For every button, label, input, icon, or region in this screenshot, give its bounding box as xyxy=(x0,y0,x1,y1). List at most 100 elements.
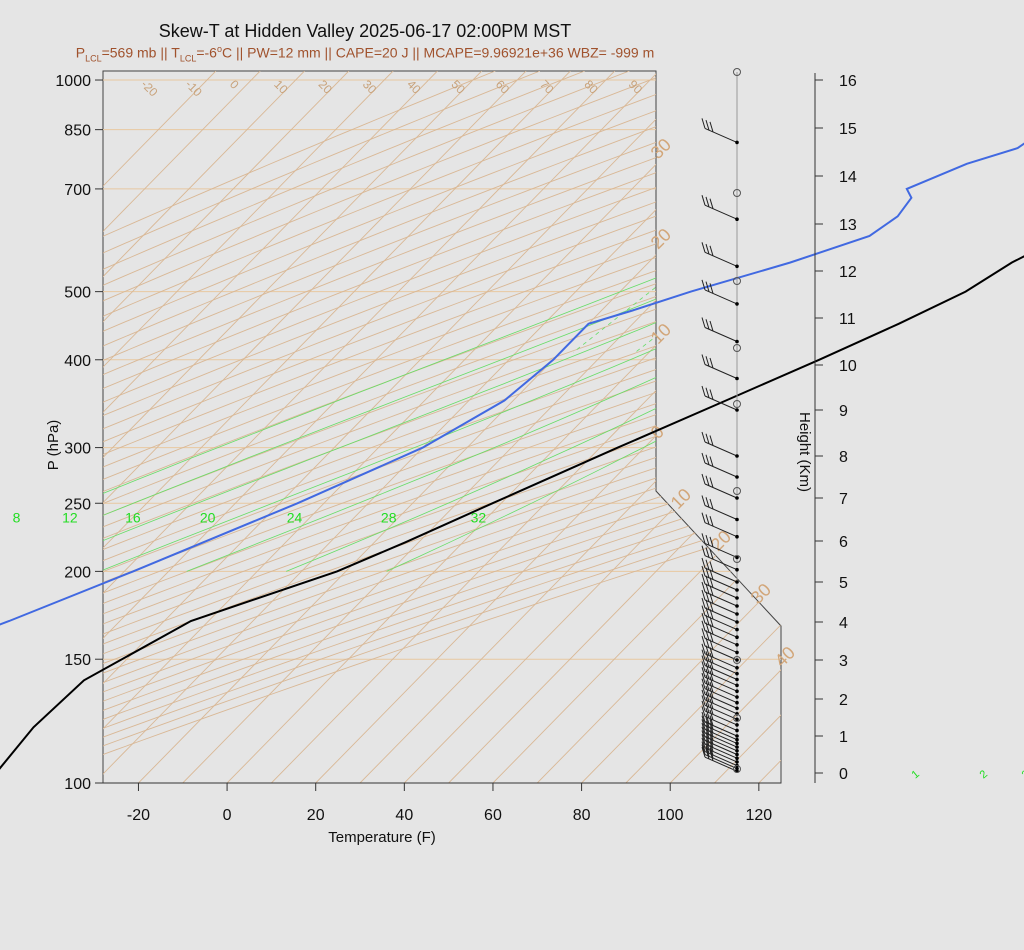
wind-barb-dot xyxy=(735,737,739,742)
wind-barb-calm-circle xyxy=(733,487,741,495)
dry-adiabat xyxy=(103,71,781,779)
wind-barb-flag xyxy=(701,628,706,639)
wind-barb-shaft xyxy=(704,699,738,715)
wind-barb-dot xyxy=(735,339,739,344)
x-tick-label: 0 xyxy=(223,807,232,824)
height-tick-label: 14 xyxy=(839,169,857,186)
wind-barb-flag xyxy=(709,577,714,588)
mixing-ratio-line xyxy=(876,71,1024,352)
wind-barb-shaft xyxy=(704,204,738,220)
wind-barb-flag xyxy=(709,283,714,294)
wind-barb-shaft xyxy=(704,583,738,599)
degree-symbol: o xyxy=(216,44,222,54)
wind-barb-flag xyxy=(705,583,710,594)
moist-adiabat xyxy=(103,79,781,572)
wind-barb-flag xyxy=(701,747,706,758)
wind-barb-dot xyxy=(735,408,739,412)
wind-barb-calm-circle xyxy=(733,344,741,352)
mixing-ratio-line xyxy=(635,71,781,353)
wind-barb-flag xyxy=(709,498,714,510)
wind-barb-dot xyxy=(735,496,739,500)
wind-barb-flag xyxy=(709,477,714,488)
y-tick-label: 100 xyxy=(64,776,91,793)
wind-barb-flag xyxy=(701,431,706,443)
x-tick-label: 120 xyxy=(745,807,772,824)
dry-adiabat xyxy=(103,71,585,779)
wind-barb-shaft xyxy=(704,710,738,726)
wind-barb-dot xyxy=(735,741,739,746)
wind-barb-flag xyxy=(705,281,710,292)
x-axis: -20 0 20 40 60 80 100 120 Temperature (F) xyxy=(103,782,781,846)
wind-barb-calm-circle xyxy=(733,714,741,722)
wind-barb-shaft xyxy=(704,637,738,653)
wind-barb-flag xyxy=(705,196,710,208)
wind-barb-dot xyxy=(735,677,739,682)
height-tick-label: 2 xyxy=(839,692,848,709)
mixing-ratio-label: 1 xyxy=(909,768,921,781)
wind-barb-flag xyxy=(701,695,706,706)
wind-barb-flag xyxy=(709,585,714,596)
wind-barb-flag xyxy=(701,737,706,749)
moist-adiabat-label: 28 xyxy=(381,510,397,526)
wind-barb-flag xyxy=(701,715,706,726)
wind-barb-dot xyxy=(735,264,739,269)
y-tick-label: 1000 xyxy=(55,73,91,90)
wind-barb-calm-circle xyxy=(733,189,741,197)
wind-barb-flag xyxy=(705,547,710,558)
wind-barb-shaft xyxy=(704,747,738,763)
wind-barb-dot xyxy=(735,717,739,722)
dry-adiabat xyxy=(103,71,719,779)
wind-barb-calm-circle xyxy=(733,400,741,408)
dry-adiabat xyxy=(103,71,781,779)
wind-barb-shaft xyxy=(704,441,738,457)
mixing-ratio-line xyxy=(724,71,781,353)
wind-barb-dot xyxy=(735,140,739,145)
dry-adiabat xyxy=(103,71,781,779)
dry-adiabat xyxy=(103,71,781,779)
height-tick-label: 10 xyxy=(839,358,857,375)
wind-barb-dot xyxy=(735,454,739,458)
wind-barb-flag xyxy=(709,121,714,133)
isotherm-line xyxy=(103,71,571,783)
moist-adiabat-label: 20 xyxy=(200,510,216,526)
wind-barb-flag xyxy=(709,516,714,527)
isotherm-line xyxy=(936,71,1024,783)
height-tick-label: 0 xyxy=(839,766,848,783)
wind-barb-flag xyxy=(705,657,710,668)
wind-barb-shaft xyxy=(704,395,738,411)
wind-barb-shaft xyxy=(704,653,738,669)
wind-barb-shaft xyxy=(704,732,738,748)
wind-barb-flag xyxy=(709,456,714,467)
dry-adiabat xyxy=(103,71,781,779)
moist-adiabat-label: 8 xyxy=(13,510,21,526)
y-tick-label: 500 xyxy=(64,285,91,302)
background-lines xyxy=(103,71,1024,783)
wind-barb-flag xyxy=(701,613,706,624)
moist-adiabat-label: 32 xyxy=(471,510,487,526)
wind-barb-flag xyxy=(701,678,706,689)
height-tick-label: 16 xyxy=(839,73,857,90)
wind-barb-flag xyxy=(701,672,706,684)
moist-adiabat xyxy=(286,79,781,572)
wind-barb-flag xyxy=(709,693,714,704)
dry-adiabat xyxy=(103,71,781,779)
height-tick-label: 12 xyxy=(839,264,857,281)
y-tick-label: 300 xyxy=(64,441,91,458)
wind-barb-flag xyxy=(705,645,710,656)
moist-adiabat-label: 16 xyxy=(125,510,141,526)
wind-barb-flag xyxy=(705,356,710,367)
mixing-ratio-line xyxy=(773,71,781,353)
wind-barb-flag xyxy=(701,706,706,717)
wind-barb-flag xyxy=(705,454,710,465)
wind-barb-dot xyxy=(735,534,739,539)
wind-barb-flag xyxy=(709,747,714,759)
wind-barb-dot xyxy=(735,658,739,662)
wind-barb-dot xyxy=(735,749,739,753)
dry-adiabat xyxy=(103,71,541,779)
wind-barb-flag xyxy=(709,601,714,612)
wind-barb-shaft xyxy=(704,754,738,770)
x-tick-label: 100 xyxy=(657,807,684,824)
isotherm-line xyxy=(892,71,1024,783)
